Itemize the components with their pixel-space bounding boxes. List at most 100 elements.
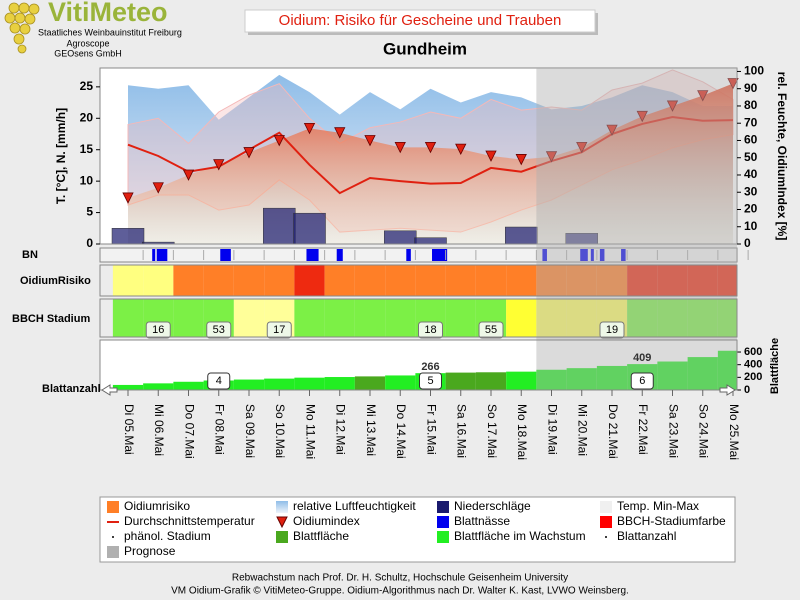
bbch-cell	[173, 299, 204, 337]
footer-line: VM Oidium-Grafik © VitiMeteo-Gruppe. Oid…	[171, 586, 629, 597]
leaf-axis-label: Blattfläche	[769, 338, 781, 394]
row-label: Blattanzahl	[42, 383, 101, 395]
legend-swatch	[276, 516, 288, 529]
stage-box	[145, 321, 171, 339]
stage-box	[478, 321, 504, 339]
legend-swatch	[112, 536, 114, 538]
leaf-wetness	[406, 249, 411, 261]
leaf-area-bar	[566, 368, 597, 390]
bbch-cell	[687, 299, 718, 337]
y-axis-label: T. [°C], N. [mm/h]	[54, 108, 68, 204]
legend-swatch	[107, 501, 119, 513]
oidium-marker	[182, 169, 195, 181]
stage-box	[266, 321, 292, 339]
oidium-marker	[606, 124, 618, 137]
x-tick-label: Do 21.Mai	[606, 404, 620, 459]
leaf-tick-label: 0	[744, 384, 750, 396]
oidium-marker	[364, 135, 376, 147]
leaf-area-bar	[687, 357, 718, 390]
leaf-area-bar	[717, 350, 737, 390]
bbch-cell	[657, 299, 688, 337]
bbch-cell	[566, 299, 597, 337]
row-frame	[99, 298, 738, 338]
y-tick-label: 20	[80, 110, 94, 124]
y-tick-label: 5	[86, 205, 93, 219]
x-tick-label: Fr 08.Mai	[213, 404, 227, 455]
risk-cell	[657, 265, 688, 296]
location: Gundheim	[383, 39, 467, 58]
oidium-marker	[697, 90, 709, 102]
bbch-cell	[112, 299, 144, 337]
leaf-area-bar	[294, 377, 325, 390]
legend-swatch	[276, 501, 288, 513]
bbch-cell	[324, 299, 355, 337]
y-tick-label: 10	[80, 173, 94, 187]
leaf-area-bar	[173, 381, 204, 390]
stage-box	[206, 321, 232, 339]
stage-label: 53	[213, 324, 225, 336]
precip-bar	[384, 230, 417, 245]
logo-name: VitiMeteo	[48, 0, 168, 27]
risk-cell	[536, 265, 567, 296]
legend-label: Prognose	[124, 544, 176, 558]
scroll-arrows	[101, 384, 736, 396]
stage-label: 17	[273, 324, 285, 336]
x-tick-label: Mo 25.Mai	[727, 404, 741, 460]
leaf-area-bar	[143, 383, 174, 390]
x-tick-label: Sa 09.Mai	[243, 404, 257, 458]
x-tick-label: Di 19.Mai	[545, 404, 559, 455]
risk-cell	[173, 265, 204, 296]
risk-cell	[506, 265, 537, 296]
risk-cell	[627, 265, 658, 296]
risk-cell	[445, 265, 476, 296]
bbch-cell	[627, 299, 658, 337]
stage-label: 19	[606, 324, 618, 336]
bbch-cell	[717, 299, 737, 337]
x-tick-label: Sa 23.Mai	[666, 404, 680, 458]
y2-tick-label: 40	[744, 167, 758, 181]
risk-cell	[354, 265, 386, 296]
y2-tick-label: 80	[744, 98, 758, 112]
bbch-cell	[536, 299, 567, 337]
oidium-marker	[545, 151, 558, 163]
x-tick-label: So 10.Mai	[273, 404, 287, 458]
leaf-count-box	[419, 372, 442, 390]
precip-bar	[414, 237, 447, 245]
risk-cell	[687, 265, 718, 296]
legend-label: Blattfläche im Wachstum	[454, 529, 586, 543]
precip-bar	[111, 228, 145, 245]
leaf-count: 4	[216, 375, 222, 387]
precip-bar	[293, 212, 326, 245]
leaf-area-bar	[657, 361, 688, 390]
risk-cell	[596, 265, 628, 296]
stage-label: 18	[424, 324, 436, 336]
bbch-cell	[445, 299, 476, 337]
leaf-wetness	[580, 249, 588, 261]
risk-cell	[717, 265, 737, 296]
leaf-wetness	[220, 249, 231, 261]
prognose-overlay	[536, 68, 737, 390]
x-tick-label: Mi 20.Mai	[576, 404, 590, 456]
x-tick-label: Fr 22.Mai	[636, 404, 650, 455]
bbch-cell	[385, 299, 416, 337]
leaf-area-bar	[385, 375, 416, 390]
legend-label: Niederschläge	[454, 499, 531, 513]
row-label: BN	[22, 249, 38, 261]
logo-icon	[4, 2, 40, 54]
legend-swatch	[437, 516, 449, 528]
legend-swatch	[605, 536, 607, 538]
leaf-area-bar	[536, 369, 567, 390]
risk-cell	[143, 265, 174, 296]
risk-cell	[112, 265, 144, 296]
leaf-wetness	[306, 249, 319, 261]
y2-tick-label: 50	[744, 150, 758, 164]
bbch-cell	[354, 299, 386, 337]
oidium-marker	[636, 110, 648, 123]
stage-box	[599, 321, 625, 339]
leaf-count: 6	[639, 375, 645, 387]
x-tick-label: Mo 11.Mai	[303, 404, 317, 459]
bn-frame	[99, 247, 738, 263]
logo-line: Staatliches Weinbauinstitut Freiburg	[38, 27, 182, 37]
oidium-marker	[243, 147, 255, 159]
legend-label: Blattanzahl	[617, 529, 676, 543]
